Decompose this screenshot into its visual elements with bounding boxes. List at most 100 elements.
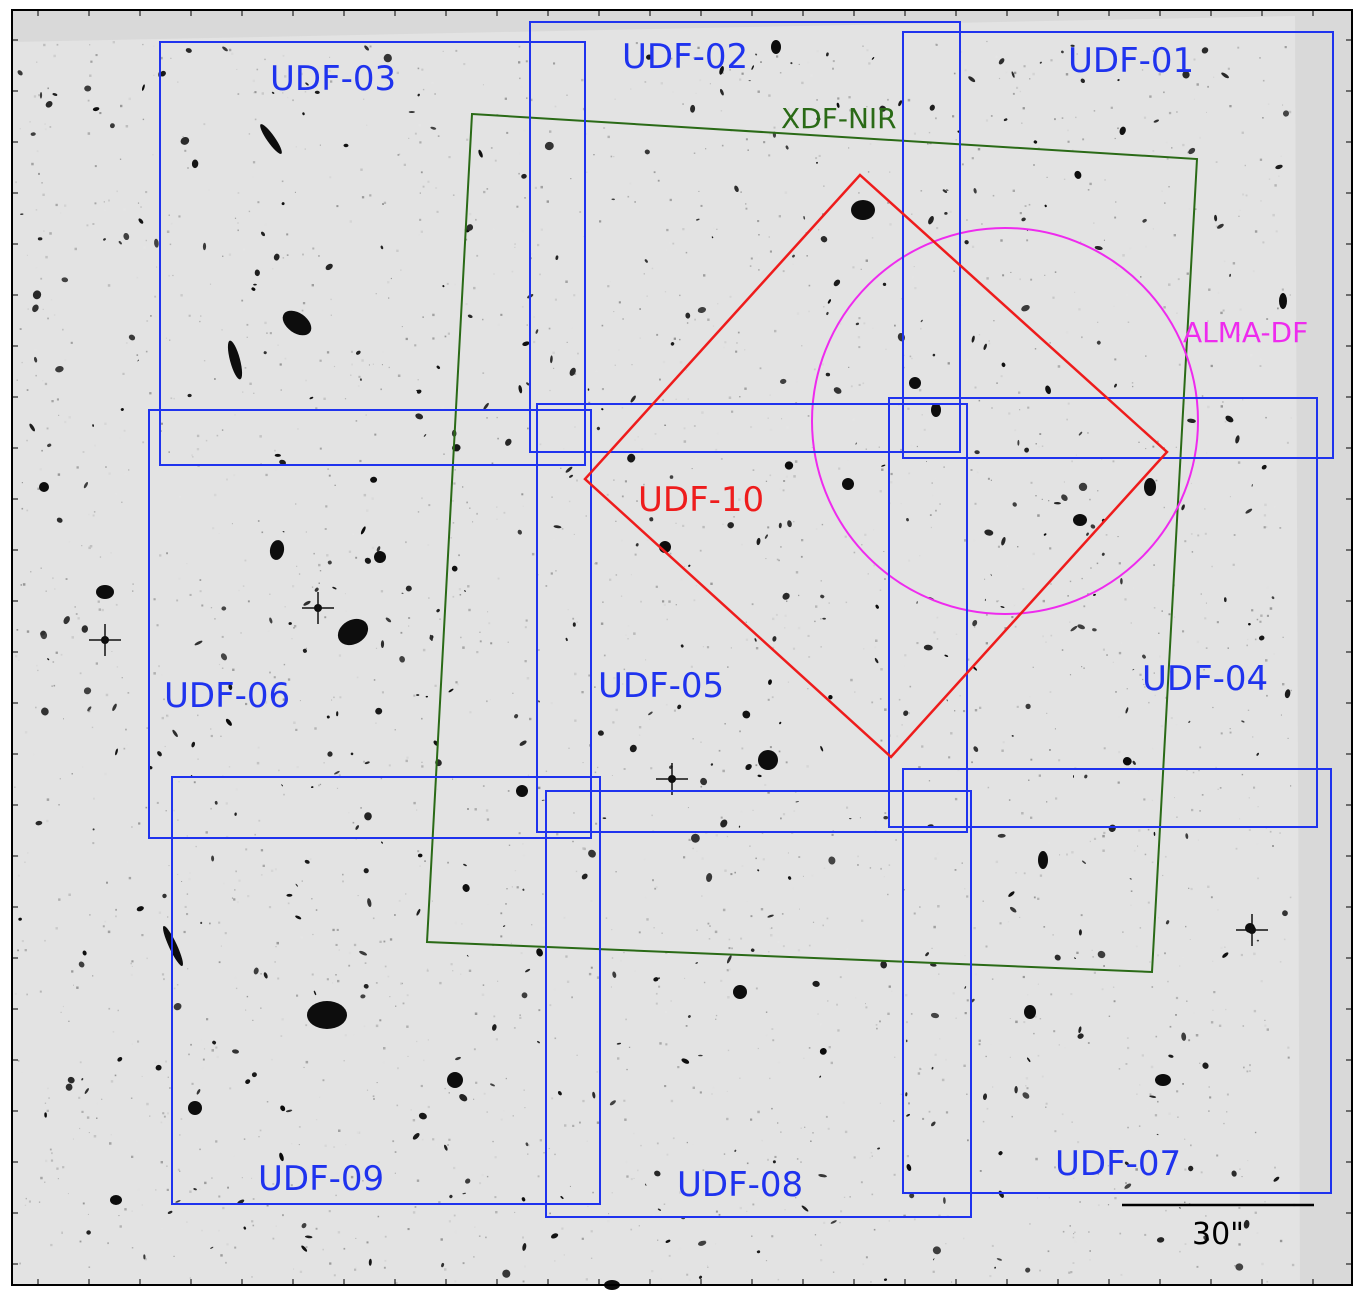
noise-speck xyxy=(1102,648,1105,651)
noise-speck xyxy=(771,1107,773,1110)
noise-speck xyxy=(55,203,58,207)
noise-speck xyxy=(131,1043,133,1045)
galaxy xyxy=(260,231,266,237)
noise-speck xyxy=(952,992,955,995)
noise-speck xyxy=(870,1151,873,1154)
galaxy xyxy=(768,679,772,685)
noise-speck xyxy=(483,1092,486,1095)
noise-speck xyxy=(126,744,128,746)
galaxy xyxy=(751,65,754,70)
noise-speck xyxy=(1052,934,1054,936)
noise-speck xyxy=(476,512,478,515)
galaxy xyxy=(877,1147,881,1150)
noise-speck xyxy=(1259,620,1262,623)
galaxy xyxy=(522,1243,527,1251)
galaxy xyxy=(463,863,467,867)
noise-speck xyxy=(879,698,882,700)
noise-speck xyxy=(93,1135,97,1138)
noise-speck xyxy=(81,1110,84,1113)
noise-speck xyxy=(711,1093,713,1095)
noise-speck xyxy=(363,1025,366,1028)
noise-speck xyxy=(1019,409,1021,411)
noise-speck xyxy=(797,626,801,630)
noise-speck xyxy=(848,147,850,149)
noise-speck xyxy=(1022,975,1025,979)
noise-speck xyxy=(51,400,54,403)
galaxy xyxy=(945,189,949,191)
noise-speck xyxy=(1061,649,1064,651)
galaxy xyxy=(355,350,361,355)
galaxy xyxy=(1117,79,1120,82)
noise-speck xyxy=(146,320,149,322)
galaxy xyxy=(916,601,918,604)
galaxy xyxy=(260,124,282,154)
noise-speck xyxy=(369,45,372,48)
noise-speck xyxy=(1187,151,1189,154)
noise-speck xyxy=(621,407,624,409)
noise-speck xyxy=(96,1117,98,1119)
noise-speck xyxy=(716,432,719,435)
noise-speck xyxy=(1091,949,1093,951)
galaxy xyxy=(45,101,53,108)
noise-speck xyxy=(615,708,618,712)
galaxy xyxy=(903,710,909,716)
noise-speck xyxy=(823,867,826,869)
noise-speck xyxy=(115,603,118,606)
noise-speck xyxy=(93,511,96,513)
noise-speck xyxy=(1265,416,1267,419)
noise-speck xyxy=(117,911,120,914)
noise-speck xyxy=(610,155,613,158)
noise-speck xyxy=(365,414,367,416)
noise-speck xyxy=(14,786,16,788)
noise-speck xyxy=(94,202,97,205)
noise-speck xyxy=(1165,1209,1167,1212)
noise-speck xyxy=(587,1205,589,1207)
noise-speck xyxy=(1144,686,1146,688)
noise-speck xyxy=(837,1029,840,1032)
noise-speck xyxy=(611,775,613,776)
noise-speck xyxy=(871,1155,873,1157)
noise-speck xyxy=(837,97,840,100)
noise-speck xyxy=(1144,1233,1147,1236)
noise-speck xyxy=(1279,1239,1283,1243)
noise-speck xyxy=(275,946,277,948)
galaxy xyxy=(973,746,979,752)
galaxy xyxy=(1223,597,1227,603)
noise-speck xyxy=(720,458,723,460)
noise-speck xyxy=(1283,938,1286,941)
noise-speck xyxy=(18,855,20,857)
noise-speck xyxy=(111,651,113,652)
noise-speck xyxy=(1249,1064,1251,1067)
noise-speck xyxy=(478,1235,481,1237)
noise-speck xyxy=(311,898,313,900)
noise-speck xyxy=(691,468,693,470)
noise-speck xyxy=(1126,1037,1129,1039)
noise-speck xyxy=(609,281,611,283)
galaxy xyxy=(664,424,667,426)
noise-speck xyxy=(257,201,260,204)
noise-speck xyxy=(473,1048,476,1051)
noise-speck xyxy=(1018,391,1021,394)
noise-speck xyxy=(921,745,924,748)
noise-speck xyxy=(302,302,306,305)
noise-speck xyxy=(735,350,738,353)
noise-speck xyxy=(382,203,384,205)
noise-speck xyxy=(798,856,801,858)
galaxy xyxy=(875,604,879,609)
noise-speck xyxy=(214,378,216,380)
noise-speck xyxy=(300,936,303,939)
galaxy xyxy=(254,269,260,277)
noise-speck xyxy=(1256,618,1259,621)
noise-speck xyxy=(1266,318,1269,320)
noise-speck xyxy=(640,1144,642,1147)
noise-speck xyxy=(730,647,732,649)
noise-speck xyxy=(572,1124,575,1127)
noise-speck xyxy=(34,348,37,351)
noise-speck xyxy=(49,1148,52,1151)
galaxy xyxy=(332,586,337,590)
noise-speck xyxy=(1037,445,1040,448)
galaxy xyxy=(669,475,674,479)
noise-speck xyxy=(1185,404,1187,407)
noise-speck xyxy=(934,477,937,480)
udf-03-footprint xyxy=(159,41,586,466)
